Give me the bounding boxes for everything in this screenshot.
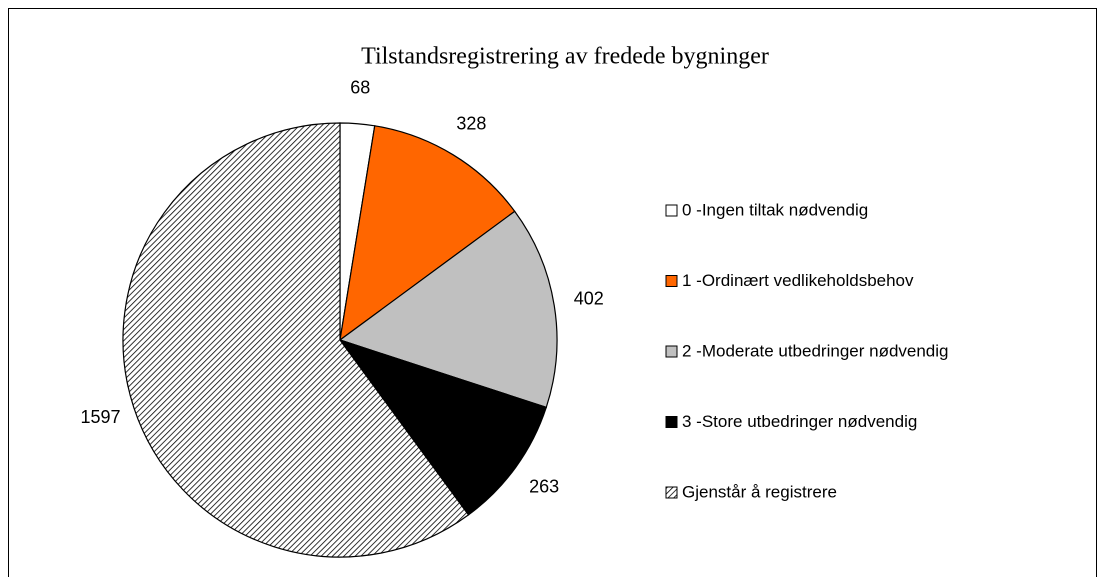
data-label: 1597	[81, 407, 121, 427]
legend-label: 2 -Moderate utbedringer nødvendig	[682, 341, 949, 360]
legend-label: 1 -Ordinært vedlikeholdsbehov	[682, 271, 914, 290]
pie-slice	[339, 125, 516, 342]
data-label: 68	[350, 78, 370, 98]
data-label: 328	[456, 114, 486, 134]
pie-slice	[338, 338, 548, 516]
data-label: 402	[574, 289, 604, 309]
legend-swatch	[665, 204, 678, 217]
legend-label: 0 -Ingen tiltak nødvendig	[682, 200, 868, 219]
chart-title: Tilstandsregistrering av fredede bygning…	[361, 44, 769, 70]
legend-swatch	[665, 275, 678, 287]
legend-swatch	[665, 416, 678, 428]
data-label: 263	[529, 476, 559, 496]
legend-swatch	[665, 486, 678, 499]
legend-label: Gjenstår å registrere	[682, 482, 837, 501]
legend-label: 3 -Store utbedringer nødvendig	[682, 412, 917, 431]
legend-swatch	[665, 345, 678, 358]
pie-slice	[338, 210, 558, 409]
pie-slice	[122, 122, 470, 558]
